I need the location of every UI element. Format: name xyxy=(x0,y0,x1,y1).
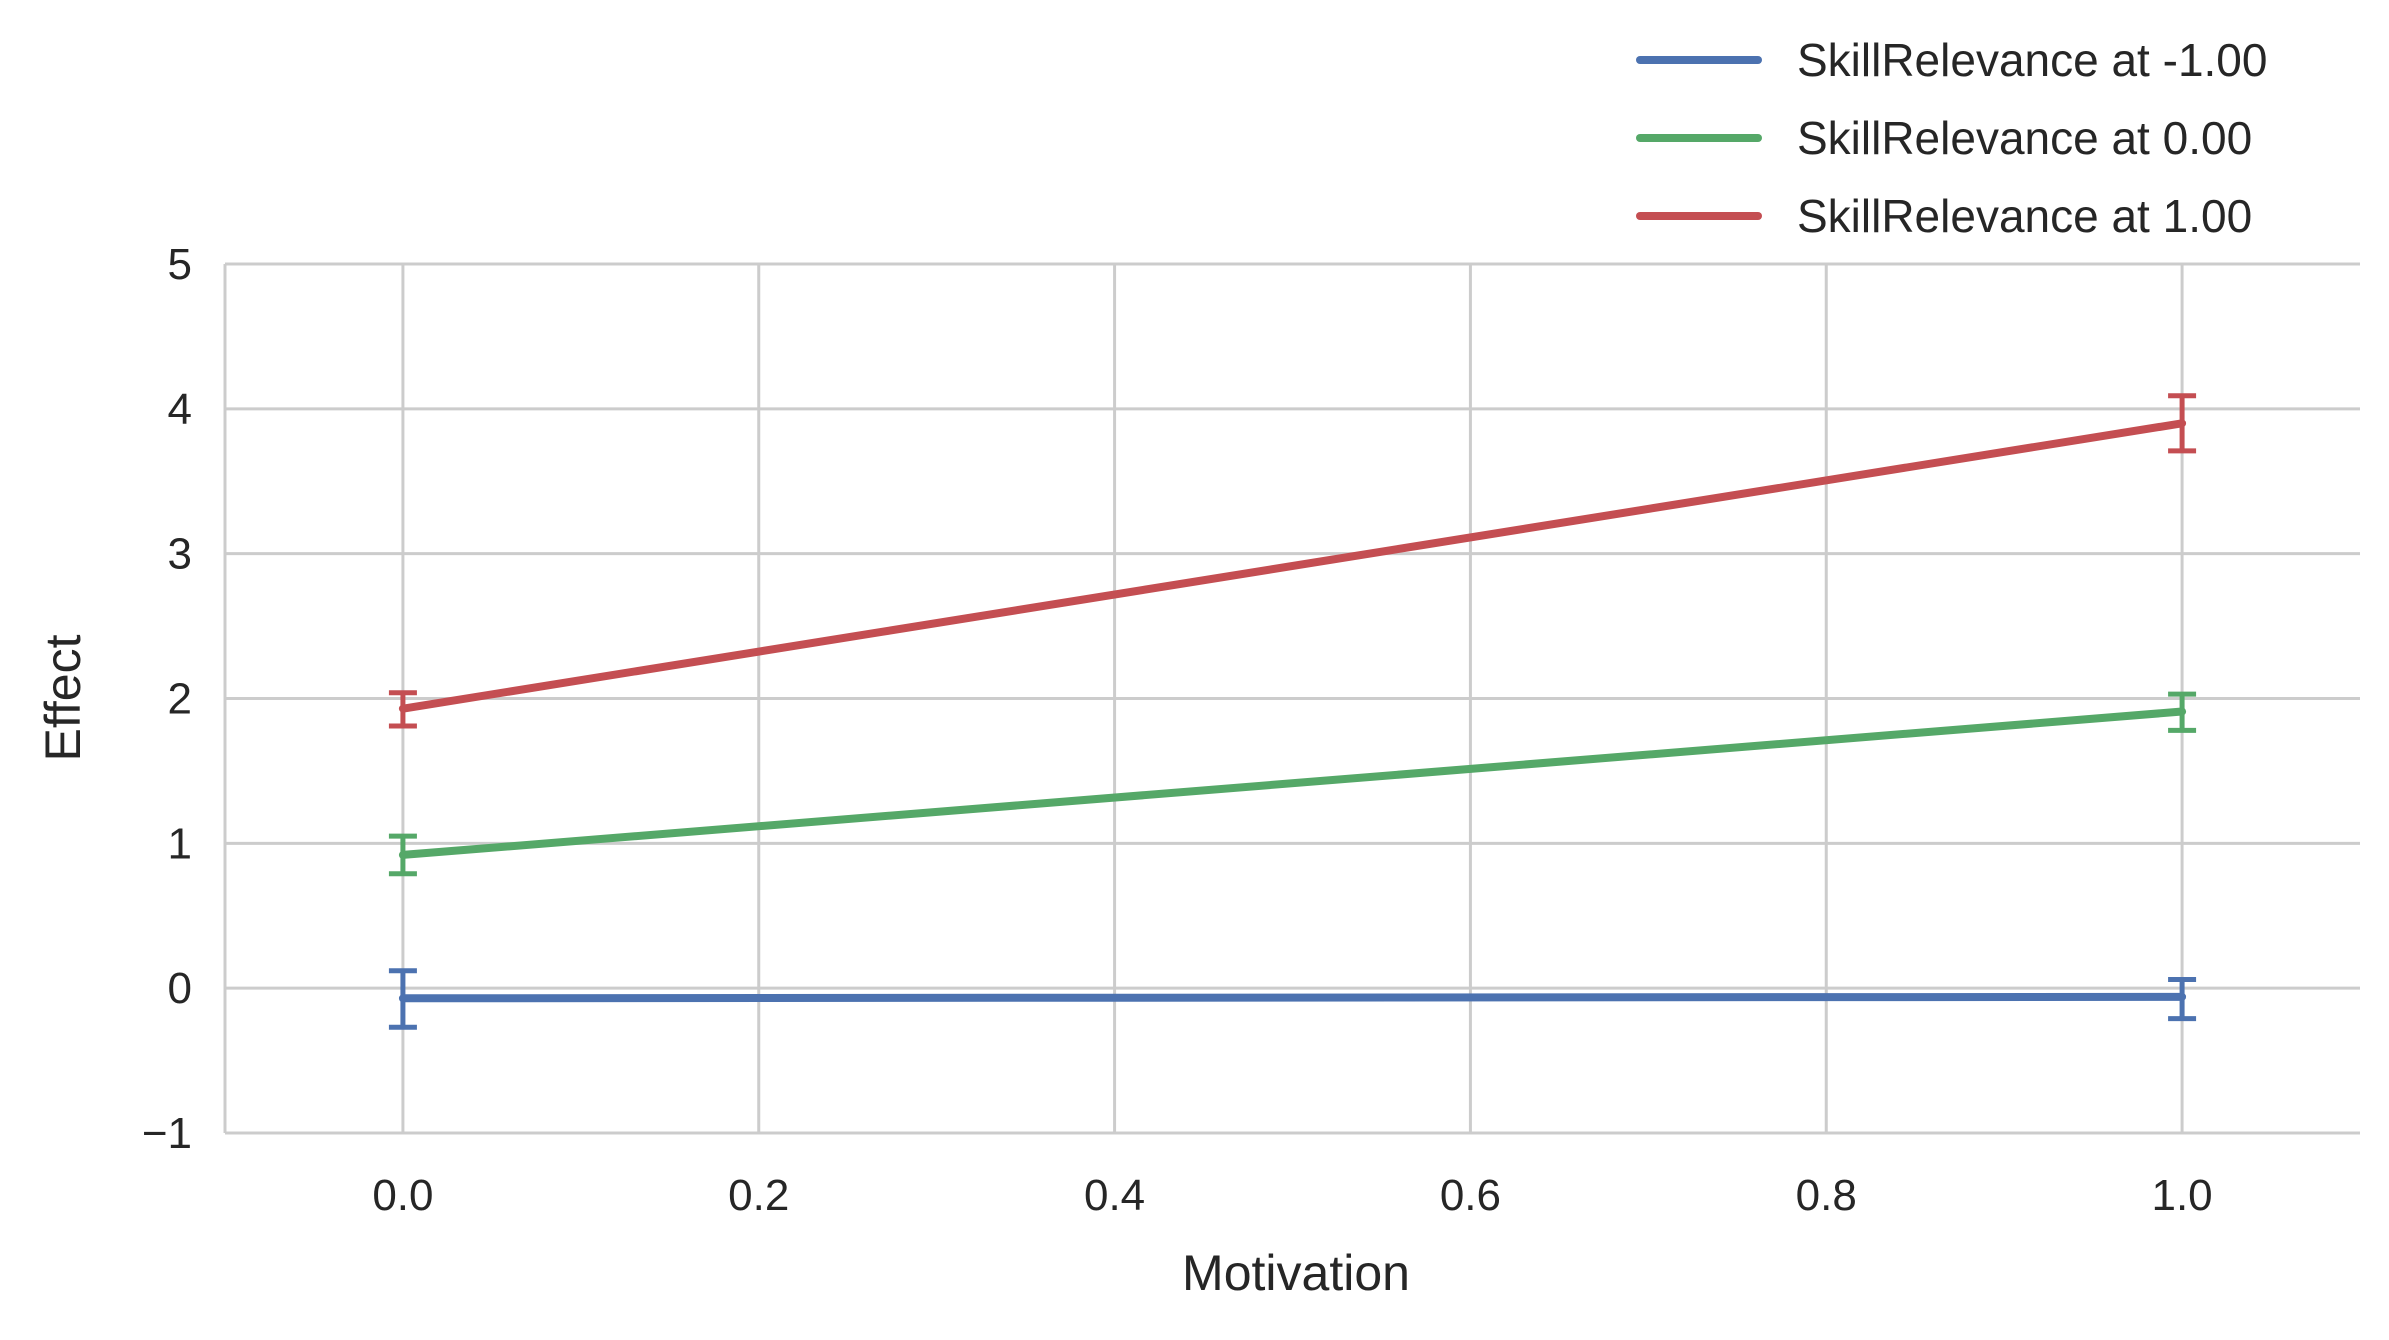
x-tick-labels: 0.0 0.2 0.4 0.6 0.8 1.0 xyxy=(372,1171,2212,1220)
error-bar xyxy=(2168,691,2197,733)
y-tick-label: 2 xyxy=(168,675,192,724)
legend-label: SkillRelevance at 1.00 xyxy=(1797,190,2252,242)
x-tick-label: 0.6 xyxy=(1440,1171,1501,1220)
error-bar xyxy=(2168,976,2197,1022)
legend: SkillRelevance at -1.00 SkillRelevance at… xyxy=(1636,34,2267,242)
legend-item: SkillRelevance at -1.00 xyxy=(1636,34,2267,86)
error-bar xyxy=(2168,393,2197,454)
error-bar xyxy=(388,968,417,1030)
series-line xyxy=(398,419,2187,713)
y-tick-label: 5 xyxy=(168,240,192,289)
gridlines xyxy=(225,262,2360,1133)
legend-label: SkillRelevance at -1.00 xyxy=(1797,34,2267,86)
legend-label: SkillRelevance at 0.00 xyxy=(1797,112,2252,164)
x-axis-label: Motivation xyxy=(1182,1245,1410,1301)
series-line xyxy=(398,992,2187,1003)
axis-spines xyxy=(223,264,2360,1135)
error-bar xyxy=(388,833,417,877)
x-tick-label: 0.8 xyxy=(1796,1171,1857,1220)
error-bar xyxy=(388,690,417,729)
y-tick-label: 0 xyxy=(168,964,192,1013)
series-line xyxy=(398,707,2187,859)
legend-item: SkillRelevance at 1.00 xyxy=(1636,190,2252,242)
y-tick-label: 1 xyxy=(168,819,192,868)
y-tick-labels: −1 0 1 2 3 4 5 xyxy=(142,240,192,1158)
y-axis-label: Effect xyxy=(35,634,91,761)
x-tick-label: 0.4 xyxy=(1084,1171,1145,1220)
error-bars xyxy=(388,393,2197,1030)
legend-item: SkillRelevance at 0.00 xyxy=(1636,112,2252,164)
y-tick-label: −1 xyxy=(142,1109,192,1158)
series-lines xyxy=(398,419,2187,1003)
x-tick-label: 0.2 xyxy=(728,1171,789,1220)
x-tick-label: 1.0 xyxy=(2151,1171,2212,1220)
y-tick-label: 3 xyxy=(168,530,192,579)
x-tick-label: 0.0 xyxy=(372,1171,433,1220)
y-tick-label: 4 xyxy=(168,385,192,434)
